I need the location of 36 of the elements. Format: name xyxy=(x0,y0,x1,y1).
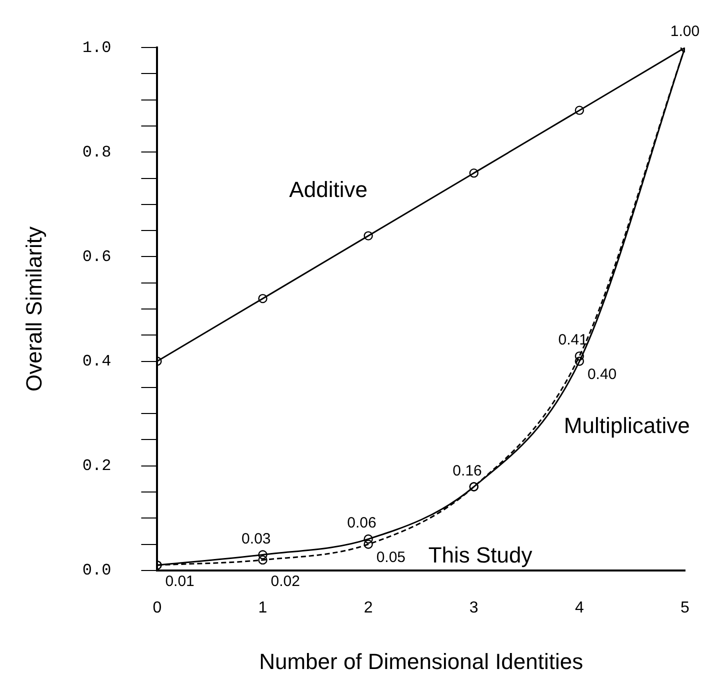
data-label: 0.41 xyxy=(558,332,588,349)
y-tick-label: 0.0 xyxy=(82,562,112,580)
y-axis-title: Overall Similarity xyxy=(21,226,46,392)
x-tick-label: 5 xyxy=(680,599,690,616)
data-label: 1.00 xyxy=(670,23,700,40)
x-tick-label: 4 xyxy=(574,599,584,616)
data-label: 0.01 xyxy=(165,573,194,590)
y-tick-label: 1.0 xyxy=(82,38,112,57)
y-tick-label: 0.4 xyxy=(82,352,112,371)
point xyxy=(574,356,584,366)
x-tick-label: 3 xyxy=(469,599,478,616)
point xyxy=(258,550,268,560)
point xyxy=(364,534,373,544)
x-tick-label: 0 xyxy=(152,599,162,616)
series-label: Multiplicative xyxy=(564,412,690,438)
y-tick-label: 0.6 xyxy=(82,248,112,266)
point xyxy=(364,231,373,240)
point xyxy=(574,351,584,361)
point xyxy=(574,106,584,115)
point xyxy=(364,540,373,549)
x-tick-label: 2 xyxy=(364,599,373,616)
data-label: 0.02 xyxy=(270,573,300,590)
point xyxy=(258,555,268,565)
data-label: 0.05 xyxy=(376,548,406,566)
series-label: This Study xyxy=(428,542,532,568)
x-axis-title: Number of Dimensional Identities xyxy=(259,648,584,674)
series-label: Additive xyxy=(289,176,368,202)
data-label: 0.40 xyxy=(587,366,617,383)
point xyxy=(258,294,268,304)
point xyxy=(469,168,478,178)
y-tick-label: 0.2 xyxy=(82,457,112,476)
data-label: 0.16 xyxy=(452,462,482,480)
x-tick-label: 1 xyxy=(258,599,268,616)
data-label: 0.03 xyxy=(242,530,271,548)
y-tick-label: 0.8 xyxy=(82,143,112,162)
data-label: 0.06 xyxy=(347,514,376,532)
